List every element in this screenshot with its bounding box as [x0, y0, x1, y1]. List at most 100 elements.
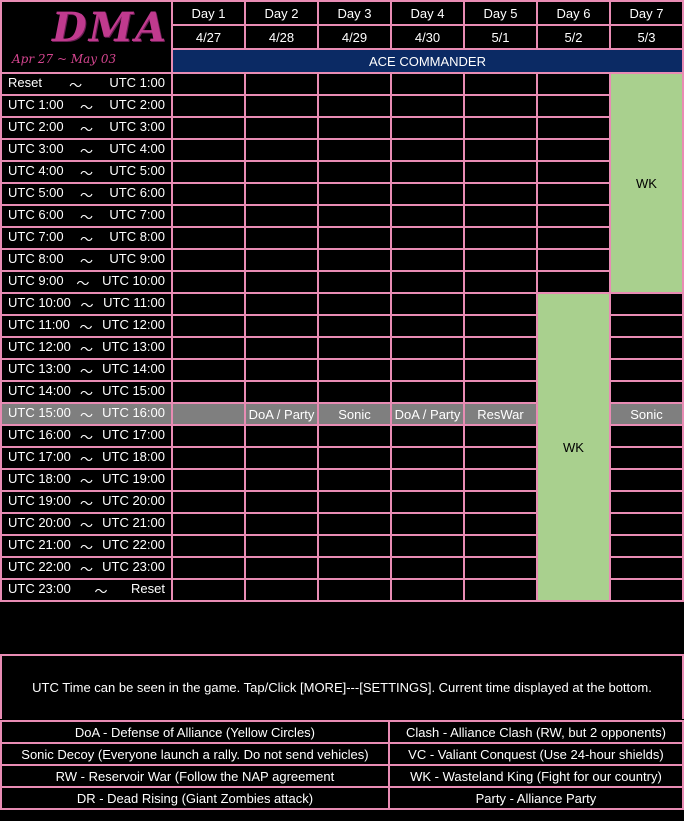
empty-cell [244, 556, 319, 580]
time-slot-row: UTC 12:00 〜 UTC 13:00 [0, 336, 684, 360]
time-end: UTC 7:00 [109, 206, 165, 222]
empty-cell [171, 468, 246, 492]
date-cell: 5/2 [536, 24, 611, 50]
empty-cell [317, 556, 392, 580]
empty-cell [171, 72, 246, 96]
time-start: UTC 2:00 [8, 118, 64, 134]
empty-cell [317, 270, 392, 294]
day-header: Day 6 [536, 0, 611, 26]
empty-cell [244, 534, 319, 558]
empty-cell [317, 72, 392, 96]
time-slot-row: UTC 14:00 〜 UTC 15:00 [0, 380, 684, 404]
time-separator: 〜 [79, 561, 93, 577]
empty-cell [317, 380, 392, 404]
time-end: UTC 19:00 [102, 470, 165, 486]
empty-cell [463, 534, 538, 558]
empty-cell [463, 292, 538, 316]
empty-cell [317, 468, 392, 492]
legend-row: Sonic Decoy (Everyone launch a rally. Do… [0, 742, 684, 766]
empty-cell [609, 424, 684, 448]
time-range: UTC 20:00 〜 UTC 21:00 [0, 512, 173, 536]
empty-cell [171, 490, 246, 514]
empty-cell [463, 116, 538, 140]
time-slot-row: UTC 22:00 〜 UTC 23:00 [0, 556, 684, 580]
empty-cell [317, 94, 392, 118]
empty-cell [609, 556, 684, 580]
time-start: UTC 9:00 [8, 272, 64, 288]
empty-cell [390, 424, 465, 448]
empty-cell [244, 138, 319, 162]
empty-cell [536, 160, 611, 184]
time-start: UTC 20:00 [8, 514, 71, 530]
event-cell: Sonic [317, 402, 392, 426]
time-range: UTC 9:00 〜 UTC 10:00 [0, 270, 173, 294]
time-separator: 〜 [79, 99, 93, 115]
empty-cell [536, 116, 611, 140]
legend-item: VC - Valiant Conquest (Use 24-hour shiel… [387, 742, 684, 766]
time-end: UTC 3:00 [109, 118, 165, 134]
time-separator: 〜 [79, 231, 93, 247]
time-separator: 〜 [79, 517, 93, 533]
date-row: 4/27 4/28 4/29 4/30 5/1 5/2 5/3 [1, 24, 684, 50]
date-cell: 4/30 [390, 24, 465, 50]
empty-cell [317, 578, 392, 602]
empty-cell [536, 204, 611, 228]
time-slot-row: UTC 6:00 〜 UTC 7:00 [0, 204, 683, 228]
time-end: UTC 21:00 [102, 514, 165, 530]
empty-cell [390, 292, 465, 316]
empty-cell [463, 160, 538, 184]
empty-cell [609, 578, 684, 602]
legend-item: DoA - Defense of Alliance (Yellow Circle… [0, 720, 390, 744]
empty-cell [463, 468, 538, 492]
time-end: UTC 14:00 [102, 360, 165, 376]
empty-cell [463, 314, 538, 338]
time-range: UTC 10:00 〜 UTC 11:00 [0, 292, 173, 316]
empty-cell [317, 204, 392, 228]
empty-cell [244, 226, 319, 250]
time-end: UTC 20:00 [102, 492, 165, 508]
legend-item: RW - Reservoir War (Follow the NAP agree… [0, 764, 390, 788]
time-start: UTC 10:00 [8, 294, 71, 310]
time-start: UTC 7:00 [8, 228, 64, 244]
time-separator: 〜 [79, 451, 93, 467]
empty-cell [536, 270, 611, 294]
legend-item: WK - Wasteland King (Fight for our count… [387, 764, 684, 788]
time-end: Reset [131, 580, 165, 596]
time-separator: 〜 [79, 165, 93, 181]
time-range: UTC 21:00 〜 UTC 22:00 [0, 534, 173, 558]
time-start: UTC 14:00 [8, 382, 71, 398]
time-start: UTC 4:00 [8, 162, 64, 178]
time-slot-row: UTC 23:00 〜 Reset [0, 578, 684, 602]
empty-cell [244, 116, 319, 140]
logo-subtitle: Apr 27 ~ May 03 [12, 52, 117, 66]
time-end: UTC 11:00 [103, 294, 165, 310]
empty-cell [171, 116, 246, 140]
empty-cell [390, 446, 465, 470]
time-end: UTC 1:00 [109, 74, 165, 90]
day-header: Day 5 [463, 0, 538, 26]
time-start: UTC 19:00 [8, 492, 71, 508]
time-separator: 〜 [79, 473, 93, 489]
time-range: UTC 3:00 〜 UTC 4:00 [0, 138, 173, 162]
empty-cell [536, 248, 611, 272]
empty-cell [390, 578, 465, 602]
empty-cell [463, 226, 538, 250]
empty-cell [609, 446, 684, 470]
empty-cell [609, 490, 684, 514]
time-start: UTC 16:00 [8, 426, 71, 442]
logo: DMA Apr 27 ~ May 03 [0, 0, 173, 74]
event-title-row: ACE COMMANDER [1, 48, 684, 74]
time-slot-row: UTC 17:00 〜 UTC 18:00 [0, 446, 684, 470]
empty-cell [390, 314, 465, 338]
schedule-table: DMA Apr 27 ~ May 03 Day 1 Day 2 Day 3 Da… [0, 0, 684, 602]
time-start: UTC 18:00 [8, 470, 71, 486]
empty-cell [317, 182, 392, 206]
time-start: UTC 17:00 [8, 448, 71, 464]
empty-cell [171, 380, 246, 404]
empty-cell [244, 446, 319, 470]
time-end: UTC 17:00 [102, 426, 165, 442]
time-slot-row: UTC 18:00 〜 UTC 19:00 [0, 468, 684, 492]
time-slot-row: UTC 16:00 〜 UTC 17:00 [0, 424, 684, 448]
empty-cell [463, 138, 538, 162]
time-start: UTC 13:00 [8, 360, 71, 376]
